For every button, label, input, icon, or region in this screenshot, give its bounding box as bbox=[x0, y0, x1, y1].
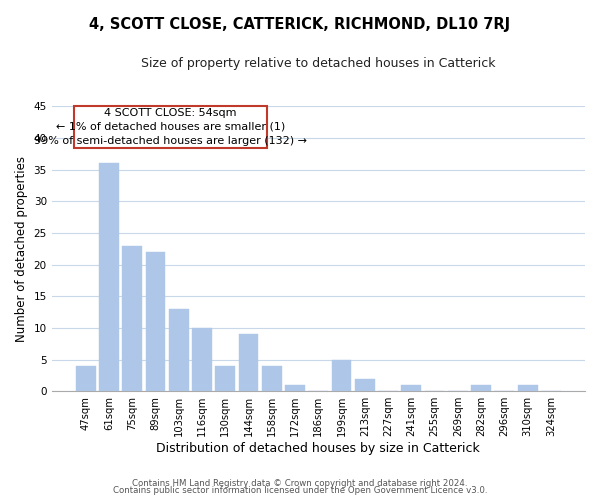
Bar bbox=[169, 309, 188, 391]
Bar bbox=[215, 366, 235, 391]
Text: 4, SCOTT CLOSE, CATTERICK, RICHMOND, DL10 7RJ: 4, SCOTT CLOSE, CATTERICK, RICHMOND, DL1… bbox=[89, 18, 511, 32]
FancyBboxPatch shape bbox=[74, 106, 267, 148]
Text: Contains HM Land Registry data © Crown copyright and database right 2024.: Contains HM Land Registry data © Crown c… bbox=[132, 478, 468, 488]
Title: Size of property relative to detached houses in Catterick: Size of property relative to detached ho… bbox=[141, 58, 496, 70]
Bar bbox=[122, 246, 142, 391]
Bar bbox=[146, 252, 166, 391]
Text: 4 SCOTT CLOSE: 54sqm
← 1% of detached houses are smaller (1)
99% of semi-detache: 4 SCOTT CLOSE: 54sqm ← 1% of detached ho… bbox=[34, 108, 307, 146]
Bar bbox=[239, 334, 259, 391]
Bar bbox=[76, 366, 95, 391]
Bar bbox=[518, 385, 538, 391]
Bar bbox=[262, 366, 282, 391]
Y-axis label: Number of detached properties: Number of detached properties bbox=[15, 156, 28, 342]
Bar bbox=[99, 164, 119, 391]
Bar bbox=[285, 385, 305, 391]
Text: Contains public sector information licensed under the Open Government Licence v3: Contains public sector information licen… bbox=[113, 486, 487, 495]
Bar bbox=[471, 385, 491, 391]
Bar bbox=[355, 378, 375, 391]
X-axis label: Distribution of detached houses by size in Catterick: Distribution of detached houses by size … bbox=[157, 442, 480, 455]
Bar bbox=[332, 360, 352, 391]
Bar bbox=[401, 385, 421, 391]
Bar bbox=[192, 328, 212, 391]
